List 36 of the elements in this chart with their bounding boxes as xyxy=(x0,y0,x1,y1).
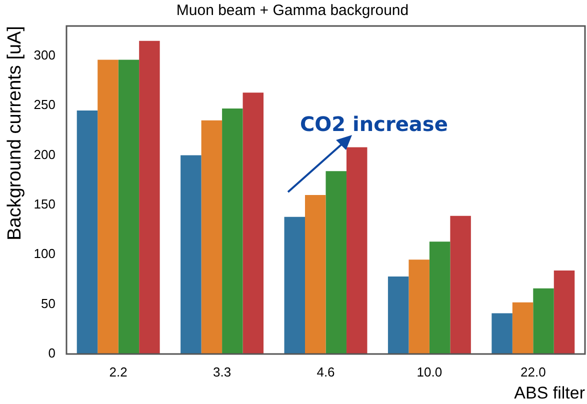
bar xyxy=(139,40,160,354)
bar xyxy=(346,147,368,354)
bar xyxy=(533,288,554,354)
bar xyxy=(450,216,471,354)
x-tick-label: 3.3 xyxy=(213,364,232,380)
x-axis-title: ABS filter xyxy=(514,383,586,402)
bar xyxy=(76,110,98,354)
x-tick-label: 10.0 xyxy=(416,364,442,380)
bar xyxy=(326,171,346,354)
y-tick-label: 0 xyxy=(48,346,56,361)
y-axis-title: Background currents [uA] xyxy=(4,26,26,240)
y-tick-label: 250 xyxy=(34,97,56,112)
x-tick-label: 22.0 xyxy=(520,364,546,380)
bar xyxy=(242,92,264,354)
chart-title: Muon beam + Gamma background xyxy=(176,2,409,20)
bar xyxy=(492,313,512,354)
bar xyxy=(429,242,450,354)
x-tick-label: 2.2 xyxy=(109,364,128,380)
bar xyxy=(512,302,534,354)
y-tick-label: 300 xyxy=(34,47,56,62)
bar xyxy=(118,60,140,354)
annotation: CO2 increase xyxy=(300,112,448,136)
bar xyxy=(388,276,409,354)
bar xyxy=(222,108,243,354)
bar xyxy=(305,194,326,354)
bar xyxy=(180,155,202,354)
bar xyxy=(201,120,222,354)
y-tick-label: 150 xyxy=(34,196,56,212)
y-tick-label: 50 xyxy=(41,296,56,311)
bar xyxy=(554,270,575,354)
x-tick-label: 4.6 xyxy=(316,364,335,380)
bar xyxy=(408,260,430,354)
y-tick-label: 200 xyxy=(34,146,56,162)
bar xyxy=(284,216,306,354)
y-tick-label: 100 xyxy=(34,246,56,262)
bar xyxy=(98,60,118,354)
